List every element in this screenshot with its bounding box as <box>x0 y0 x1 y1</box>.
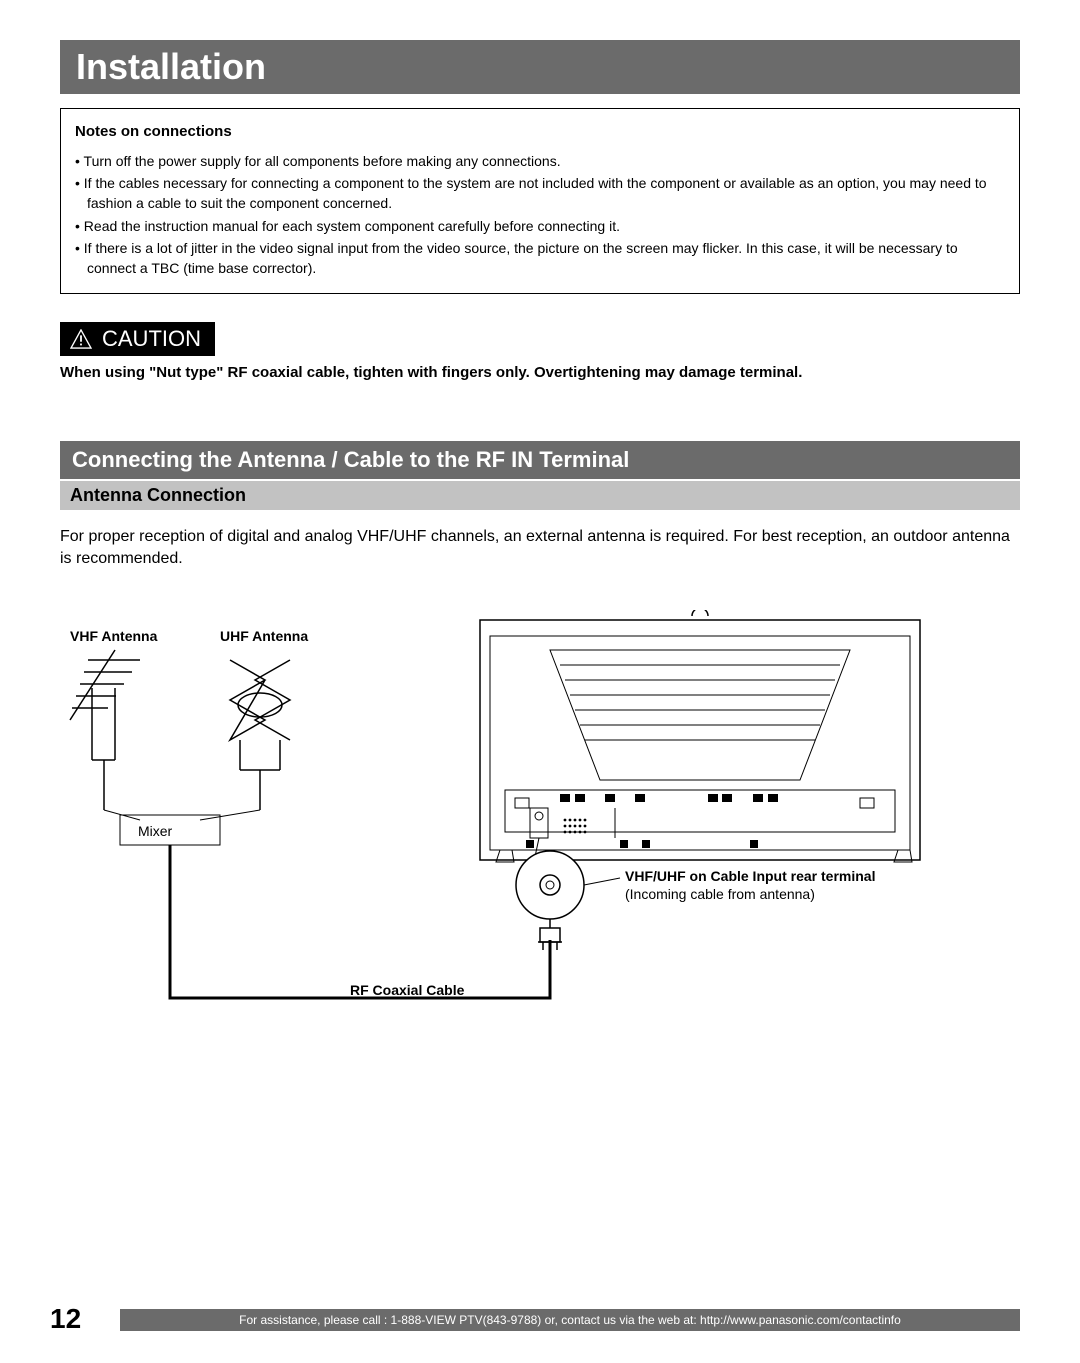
caution-text: When using "Nut type" RF coaxial cable, … <box>60 364 1020 381</box>
notes-heading: Notes on connections <box>75 121 1005 143</box>
diagram-svg <box>60 610 1020 1030</box>
connection-diagram: VHF Antenna UHF Antenna Mixer RF Coaxial… <box>60 610 1020 1030</box>
section-body: For proper reception of digital and anal… <box>60 526 1020 571</box>
footer-text: For assistance, please call : 1-888-VIEW… <box>239 1313 901 1327</box>
rf-cable-path-icon <box>170 845 550 998</box>
footer-bar: For assistance, please call : 1-888-VIEW… <box>120 1309 1020 1331</box>
notes-item: • If there is a lot of jitter in the vid… <box>75 238 1005 279</box>
warning-icon <box>70 329 92 349</box>
notes-item: • Read the instruction manual for each s… <box>75 216 1005 236</box>
page-number: 12 <box>50 1303 81 1335</box>
vhf-antenna-icon <box>70 650 140 810</box>
rf-in-terminal-callout-icon <box>516 851 584 919</box>
uhf-antenna-icon <box>230 660 290 810</box>
notes-item: • If the cables necessary for connecting… <box>75 173 1005 214</box>
notes-box: Notes on connections • Turn off the powe… <box>60 108 1020 294</box>
subsection-title-bar: Antenna Connection <box>60 481 1020 510</box>
page-title: Installation <box>76 46 266 87</box>
section-title-bar: Connecting the Antenna / Cable to the RF… <box>60 441 1020 479</box>
page-title-bar: Installation <box>60 40 1020 94</box>
notes-item: • Turn off the power supply for all comp… <box>75 151 1005 171</box>
caution-badge: CAUTION <box>60 322 215 356</box>
section-title: Connecting the Antenna / Cable to the RF… <box>72 447 629 472</box>
caution-label: CAUTION <box>102 326 201 352</box>
subsection-title: Antenna Connection <box>70 485 246 505</box>
tv-rear-panel-icon <box>480 610 920 862</box>
